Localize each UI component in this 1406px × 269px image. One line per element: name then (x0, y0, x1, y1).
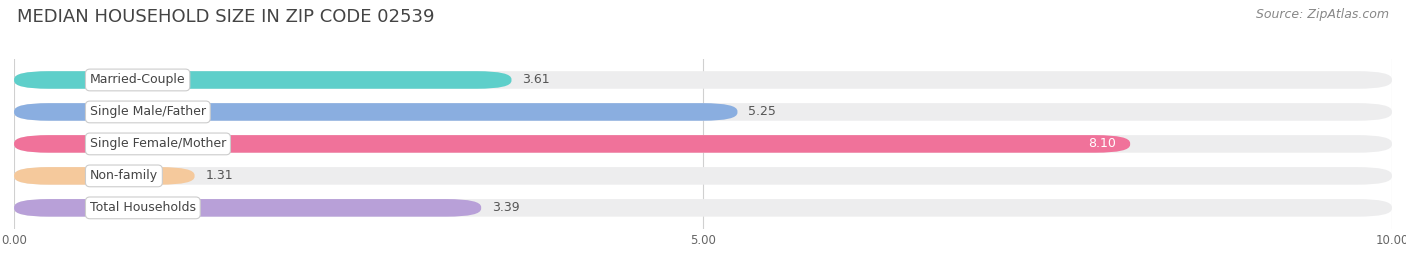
Text: Total Households: Total Households (90, 201, 195, 214)
FancyBboxPatch shape (14, 135, 1130, 153)
Text: Source: ZipAtlas.com: Source: ZipAtlas.com (1256, 8, 1389, 21)
Text: 1.31: 1.31 (205, 169, 233, 182)
Text: 3.61: 3.61 (523, 73, 550, 86)
Text: 8.10: 8.10 (1088, 137, 1116, 150)
FancyBboxPatch shape (14, 167, 1392, 185)
Text: MEDIAN HOUSEHOLD SIZE IN ZIP CODE 02539: MEDIAN HOUSEHOLD SIZE IN ZIP CODE 02539 (17, 8, 434, 26)
FancyBboxPatch shape (14, 199, 481, 217)
Text: Single Female/Mother: Single Female/Mother (90, 137, 226, 150)
FancyBboxPatch shape (14, 199, 1392, 217)
Text: Non-family: Non-family (90, 169, 157, 182)
FancyBboxPatch shape (14, 135, 1392, 153)
Text: Single Male/Father: Single Male/Father (90, 105, 205, 118)
FancyBboxPatch shape (14, 167, 194, 185)
Text: 3.39: 3.39 (492, 201, 520, 214)
Text: Married-Couple: Married-Couple (90, 73, 186, 86)
FancyBboxPatch shape (14, 103, 738, 121)
FancyBboxPatch shape (14, 103, 1392, 121)
FancyBboxPatch shape (14, 71, 512, 89)
FancyBboxPatch shape (14, 71, 1392, 89)
Text: 5.25: 5.25 (748, 105, 776, 118)
